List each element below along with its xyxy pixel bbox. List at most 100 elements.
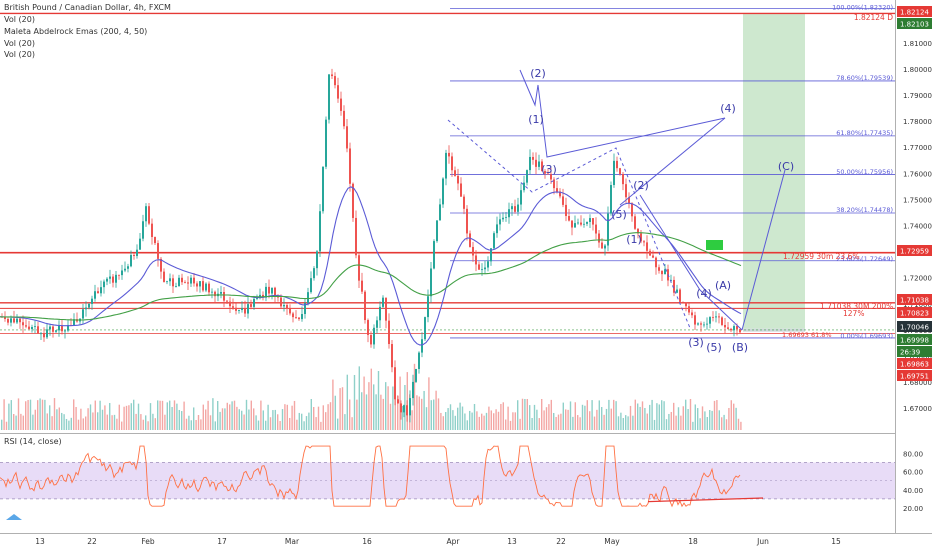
volume-bar bbox=[92, 412, 94, 430]
volume-bar bbox=[250, 400, 252, 430]
candle-body bbox=[202, 281, 204, 291]
candle-body bbox=[412, 381, 414, 399]
candle-body bbox=[229, 301, 231, 307]
volume-bar bbox=[1, 419, 3, 430]
time-tick: 22 bbox=[87, 537, 97, 546]
candle-body bbox=[511, 206, 513, 210]
wave-label: (1) bbox=[528, 113, 544, 126]
wave-label: (3) bbox=[688, 336, 704, 349]
candle-body bbox=[691, 312, 693, 316]
volume-bar bbox=[173, 400, 176, 430]
candle-body bbox=[637, 228, 639, 234]
volume-bar bbox=[3, 399, 5, 430]
wave-label: (C) bbox=[778, 160, 794, 173]
volume-bar bbox=[519, 418, 521, 430]
indicator-label[interactable]: Vol (20) bbox=[4, 50, 35, 59]
volume-bar bbox=[137, 403, 140, 430]
candle-body bbox=[331, 74, 333, 77]
price-tag-text: 1.69998 bbox=[900, 337, 929, 345]
candle-body bbox=[43, 333, 45, 338]
candle-body bbox=[19, 318, 21, 323]
volume-bar bbox=[164, 414, 166, 430]
elliott-waves bbox=[447, 69, 786, 331]
candle-body bbox=[697, 323, 699, 325]
candle-body bbox=[289, 308, 291, 314]
price-tag-text: 1.72959 bbox=[900, 248, 929, 256]
volume-bar bbox=[63, 414, 65, 430]
volume-bar bbox=[284, 404, 286, 430]
volume-bar bbox=[5, 421, 8, 430]
volume-bar bbox=[418, 396, 420, 430]
time-tick: 13 bbox=[507, 537, 517, 546]
volume-bar bbox=[677, 407, 680, 430]
volume-bar bbox=[425, 407, 428, 430]
volume-bar bbox=[392, 386, 394, 430]
price-tag-text: 1.82103 bbox=[900, 21, 929, 29]
volume-bar bbox=[735, 407, 737, 430]
price-tag-text: 26:39 bbox=[900, 349, 920, 357]
candle-body bbox=[58, 325, 60, 331]
candle-body bbox=[133, 254, 135, 256]
candle-body bbox=[613, 160, 615, 186]
indicator-label[interactable]: Vol (20) bbox=[4, 15, 35, 24]
candle-body bbox=[157, 243, 159, 259]
volume-bar bbox=[615, 401, 617, 430]
candle-body bbox=[595, 224, 597, 234]
candle-body bbox=[409, 398, 411, 416]
candle-body bbox=[160, 258, 162, 272]
volume-bar bbox=[154, 418, 156, 430]
candle-body bbox=[193, 277, 195, 284]
fib-label: 61.80%(1.77435) bbox=[836, 129, 893, 137]
rsi-tick: 40.00 bbox=[903, 487, 923, 495]
candle-body bbox=[220, 291, 222, 294]
volume-bar bbox=[197, 415, 200, 430]
price-tag bbox=[897, 6, 932, 17]
indicator-label[interactable]: Maleta Abdelrock Emas (200, 4, 50) bbox=[4, 27, 148, 36]
candle-body bbox=[397, 399, 399, 404]
price-tag bbox=[897, 294, 932, 305]
candle-body bbox=[199, 281, 201, 287]
time-tick: 16 bbox=[362, 537, 372, 546]
indicator-label[interactable]: Vol (20) bbox=[4, 39, 35, 48]
time-tick: Feb bbox=[141, 537, 155, 546]
candle-body bbox=[124, 268, 126, 271]
volume-bar bbox=[75, 407, 77, 430]
volume-bar bbox=[459, 402, 461, 430]
candle-body bbox=[337, 85, 339, 99]
volume-bar bbox=[656, 403, 658, 430]
volume-bar bbox=[337, 418, 339, 430]
price-tick: 1.78000 bbox=[903, 118, 932, 126]
candle-body bbox=[13, 318, 15, 323]
candle-body bbox=[652, 255, 654, 258]
symbol-title[interactable]: British Pound / Canadian Dollar, 4h, FXC… bbox=[4, 3, 171, 12]
candle-body bbox=[676, 289, 678, 293]
volume-bar bbox=[375, 394, 377, 430]
volume-bar bbox=[737, 418, 740, 430]
candle-body bbox=[187, 282, 189, 284]
volume-bar bbox=[562, 402, 564, 430]
volume-bar bbox=[68, 420, 70, 430]
candle-body bbox=[580, 222, 582, 225]
candle-body bbox=[559, 191, 561, 197]
rsi-label[interactable]: RSI (14, close) bbox=[4, 437, 62, 446]
candle-body bbox=[151, 223, 153, 238]
candle-body bbox=[439, 204, 441, 221]
volume-bar bbox=[169, 400, 171, 430]
volume-bar bbox=[473, 403, 476, 430]
candle-body bbox=[67, 324, 69, 331]
candle-body bbox=[247, 304, 249, 314]
volume-bar bbox=[121, 421, 123, 430]
candle-body bbox=[643, 241, 645, 243]
price-tick: 1.80000 bbox=[903, 66, 932, 74]
volume-bar bbox=[325, 412, 327, 430]
candle-body bbox=[223, 291, 225, 301]
price-tick: 1.68000 bbox=[903, 379, 932, 387]
volume-bar bbox=[521, 398, 524, 430]
rsi-tick: 20.00 bbox=[903, 505, 923, 513]
volume-bar bbox=[133, 399, 135, 430]
candle-body bbox=[523, 182, 525, 191]
candle-body bbox=[472, 246, 474, 256]
volume-bar bbox=[596, 409, 598, 430]
volume-bar bbox=[339, 388, 341, 430]
